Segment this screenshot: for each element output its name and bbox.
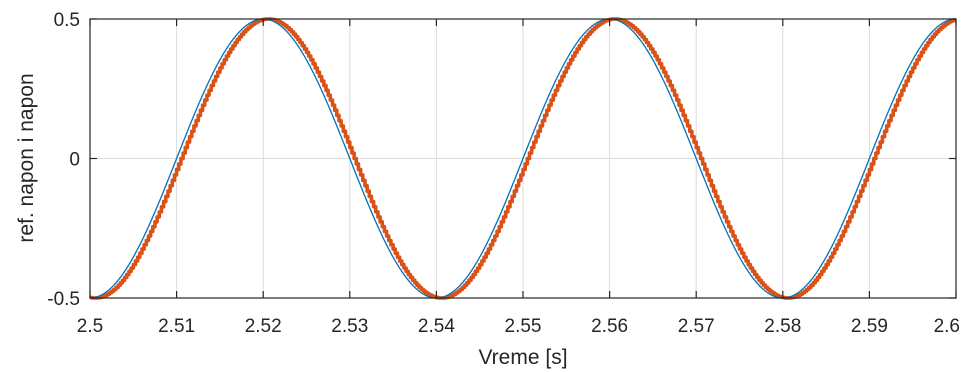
y-tick-label: 0.5 [54, 10, 80, 31]
x-tick-label: 2.57 [678, 316, 715, 337]
x-tick-label: 2.51 [158, 316, 195, 337]
series-group [90, 17, 956, 300]
series-line-2 [90, 17, 956, 300]
x-tick-label: 2.56 [591, 316, 628, 337]
y-axis-label: ref. napon i napon [15, 73, 38, 242]
x-tick-label: 2.5 [77, 316, 103, 337]
x-tick-label: 2.6 [934, 316, 960, 337]
x-tick-label: 2.58 [764, 316, 801, 337]
x-tick-label: 2.55 [505, 316, 542, 337]
x-tick-label: 2.52 [245, 316, 282, 337]
axis-ticks: 2.5 2.51 2.52 2.53 2.54 2.55 2.56 2.57 2.58 2.59 2… [47, 10, 960, 337]
x-tick-label: 2.53 [331, 316, 368, 337]
x-axis-label: Vreme [s] [478, 346, 567, 369]
y-tick-label: 0 [69, 150, 80, 171]
x-tick-label: 2.54 [418, 316, 455, 337]
x-tick-label: 2.59 [851, 316, 888, 337]
series-line-1 [90, 18, 956, 299]
y-tick-label: -0.5 [47, 289, 80, 310]
